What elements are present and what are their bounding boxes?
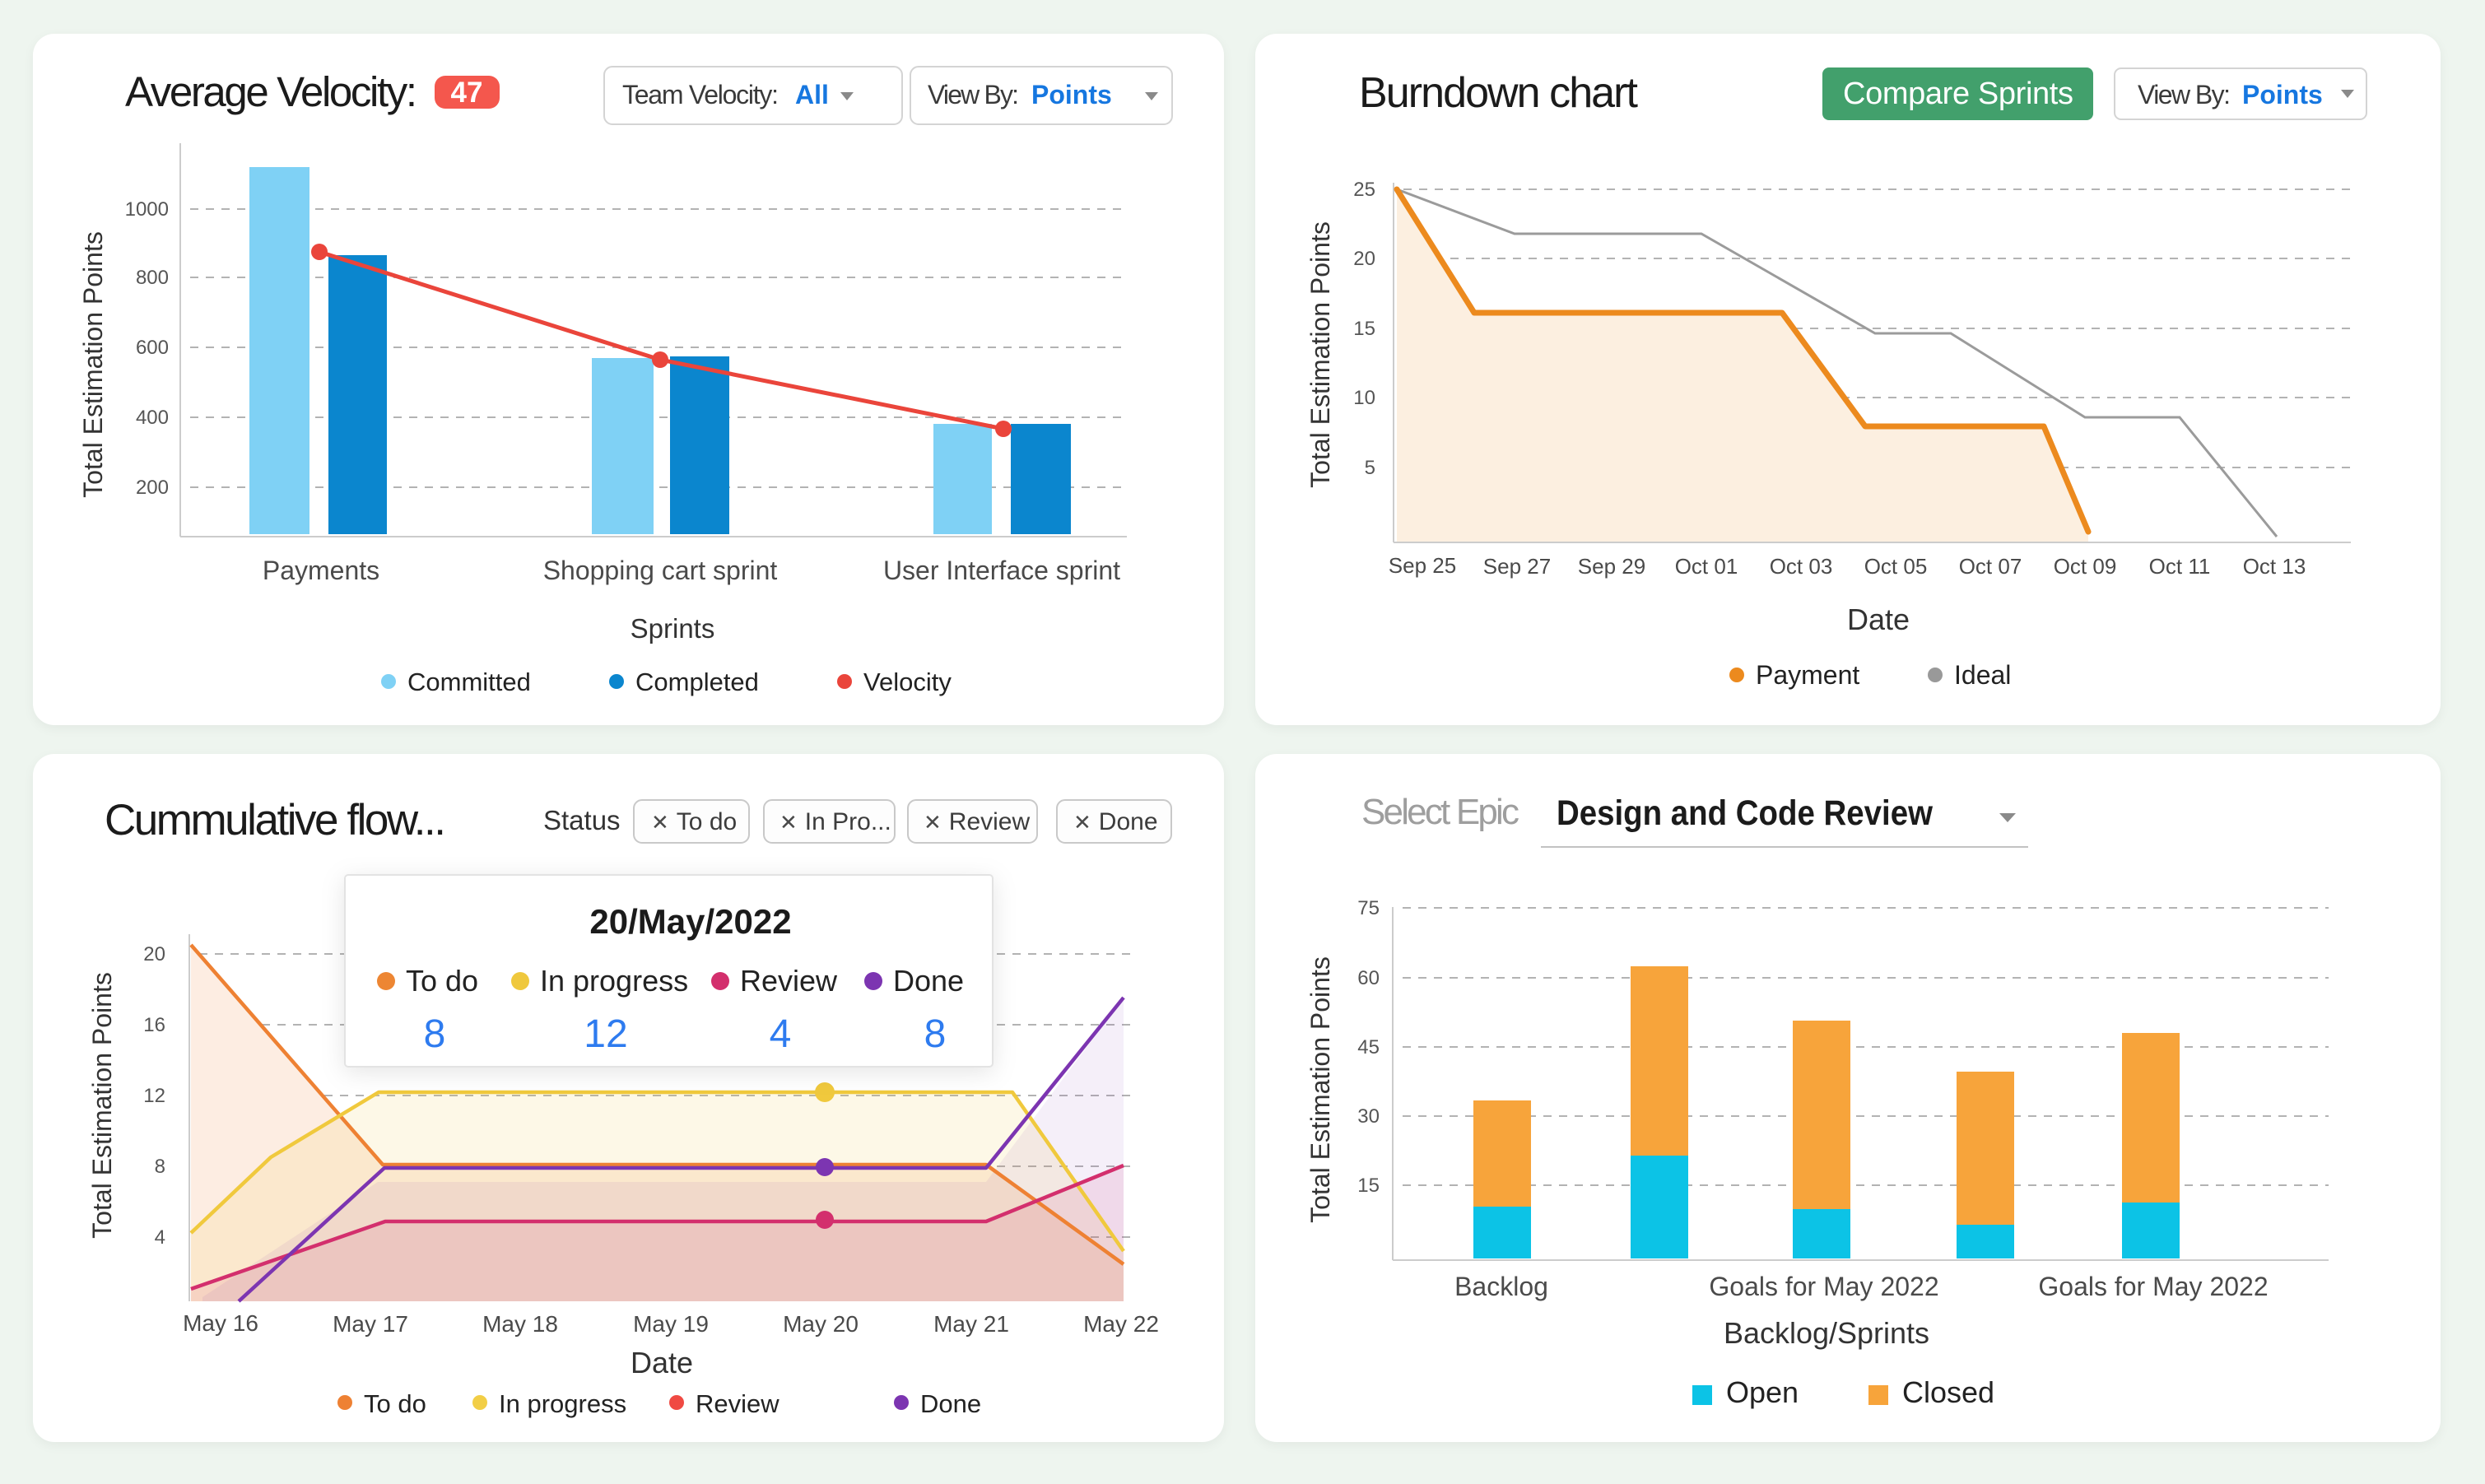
svg-text:To do: To do (406, 964, 478, 998)
svg-text:20: 20 (143, 943, 165, 965)
svg-text:Design and Code Review: Design and Code Review (1557, 793, 1933, 833)
svg-text:800: 800 (136, 267, 169, 289)
svg-text:In progress: In progress (540, 964, 688, 998)
svg-text:Goals for May 2022: Goals for May 2022 (2038, 1272, 2268, 1301)
svg-text:Review: Review (740, 964, 838, 998)
svg-text:Done: Done (893, 964, 964, 998)
svg-text:View By:: View By: (2138, 80, 2231, 109)
svg-text:✕In Pro...: ✕ In Pro... (779, 808, 891, 835)
svg-text:600: 600 (136, 337, 169, 359)
svg-text:Date: Date (631, 1346, 693, 1379)
svg-text:25: 25 (1353, 179, 1375, 201)
svg-text:Total Estimation Points: Total Estimation Points (87, 972, 117, 1239)
svg-text:May 20: May 20 (783, 1311, 859, 1337)
svg-text:In progress: In progress (499, 1389, 626, 1418)
svg-text:Oct 09: Oct 09 (2054, 554, 2117, 579)
svg-text:5: 5 (1365, 457, 1375, 479)
svg-text:Closed: Closed (1902, 1375, 1994, 1409)
svg-text:User Interface sprint: User Interface sprint (883, 556, 1120, 585)
svg-text:✕To do: ✕ To do (651, 808, 737, 835)
svg-text:8: 8 (155, 1156, 165, 1178)
svg-text:Total Estimation Points: Total Estimation Points (1305, 221, 1335, 488)
svg-text:10: 10 (1353, 387, 1375, 409)
svg-text:Sep 27: Sep 27 (1483, 554, 1551, 579)
svg-text:12: 12 (143, 1085, 165, 1107)
svg-text:Total Estimation Points: Total Estimation Points (1305, 956, 1335, 1223)
svg-text:Compare Sprints: Compare Sprints (1843, 77, 2073, 111)
svg-text:Points: Points (1031, 80, 1112, 109)
svg-text:Oct 03: Oct 03 (1770, 554, 1833, 579)
svg-text:To do: To do (364, 1389, 426, 1418)
svg-text:Oct 01: Oct 01 (1675, 554, 1738, 579)
svg-text:Team Velocity:: Team Velocity: (622, 80, 779, 109)
svg-text:8: 8 (424, 1012, 446, 1056)
svg-text:May 18: May 18 (482, 1311, 558, 1337)
svg-text:Select Epic: Select Epic (1361, 792, 1519, 832)
svg-text:Points: Points (2242, 80, 2323, 109)
svg-text:✕Review: ✕ Review (924, 808, 1030, 835)
svg-text:Completed: Completed (635, 668, 759, 696)
svg-text:Payment: Payment (1756, 660, 1859, 690)
svg-text:200: 200 (136, 477, 169, 499)
svg-text:20/May/2022: 20/May/2022 (589, 902, 791, 941)
svg-text:15: 15 (1353, 318, 1375, 340)
svg-text:Ideal: Ideal (1954, 660, 2011, 690)
svg-text:60: 60 (1357, 967, 1380, 989)
svg-text:Total Estimation Points: Total Estimation Points (78, 231, 108, 498)
svg-text:Open: Open (1726, 1375, 1799, 1409)
svg-text:Oct 05: Oct 05 (1864, 554, 1928, 579)
svg-text:Backlog/Sprints: Backlog/Sprints (1724, 1316, 1929, 1350)
svg-text:May 22: May 22 (1083, 1311, 1159, 1337)
svg-text:1000: 1000 (125, 198, 169, 221)
svg-text:May 19: May 19 (633, 1311, 709, 1337)
svg-text:45: 45 (1357, 1036, 1380, 1058)
svg-text:✕Done: ✕ Done (1073, 808, 1158, 835)
svg-text:Velocity: Velocity (863, 668, 952, 696)
svg-text:Payments: Payments (263, 556, 379, 585)
svg-text:Oct 07: Oct 07 (1959, 554, 2022, 579)
svg-text:Goals for May 2022: Goals for May 2022 (1709, 1272, 1938, 1301)
svg-text:Average Velocity:: Average Velocity: (125, 68, 417, 115)
svg-text:Cummulative flow...: Cummulative flow... (105, 796, 446, 844)
svg-text:All: All (795, 80, 829, 109)
svg-text:12: 12 (584, 1012, 627, 1056)
svg-text:Sep 29: Sep 29 (1578, 554, 1645, 579)
svg-text:View By:: View By: (928, 80, 1019, 109)
svg-text:Sep 25: Sep 25 (1389, 553, 1456, 578)
svg-text:Committed: Committed (407, 668, 531, 696)
svg-text:400: 400 (136, 407, 169, 429)
svg-text:8: 8 (924, 1012, 947, 1056)
svg-text:16: 16 (143, 1014, 165, 1036)
svg-text:May 16: May 16 (183, 1310, 258, 1336)
svg-text:Backlog: Backlog (1454, 1272, 1548, 1301)
svg-text:Done: Done (920, 1389, 981, 1418)
svg-text:15: 15 (1357, 1175, 1380, 1197)
svg-text:Oct 13: Oct 13 (2243, 554, 2306, 579)
svg-text:47: 47 (451, 77, 483, 109)
svg-text:75: 75 (1357, 897, 1380, 919)
svg-text:Shopping cart sprint: Shopping cart sprint (543, 556, 778, 585)
svg-text:30: 30 (1357, 1105, 1380, 1128)
svg-text:4: 4 (155, 1226, 165, 1249)
svg-text:Burndown chart: Burndown chart (1359, 69, 1639, 117)
svg-text:4: 4 (770, 1012, 792, 1056)
svg-text:Status: Status (543, 805, 621, 835)
svg-text:May 17: May 17 (333, 1311, 408, 1337)
svg-text:Review: Review (696, 1389, 779, 1418)
svg-text:Oct 11: Oct 11 (2149, 554, 2211, 579)
svg-text:20: 20 (1353, 248, 1375, 270)
svg-text:May 21: May 21 (933, 1311, 1009, 1337)
svg-text:Date: Date (1847, 602, 1910, 636)
svg-text:Sprints: Sprints (631, 613, 715, 644)
